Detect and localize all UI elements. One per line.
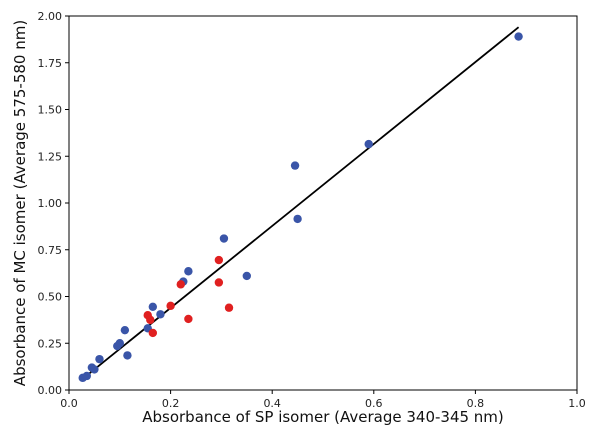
data-point-blue	[364, 139, 373, 149]
y-tick-label: 1.25	[38, 150, 63, 163]
x-tick-label: 0.4	[263, 397, 281, 410]
data-point-blue	[156, 310, 165, 319]
y-tick-label: 1.75	[38, 57, 63, 70]
data-point-red	[148, 328, 158, 338]
data-point-red	[176, 280, 185, 289]
y-axis-label: Absorbance of MC isomer (Average 575-580…	[11, 20, 29, 386]
x-tick-label: 0.2	[162, 397, 180, 410]
plot-frame	[68, 15, 578, 391]
data-point-red	[214, 278, 224, 287]
data-point-blue	[115, 339, 125, 348]
data-point-blue	[514, 32, 523, 41]
data-point-blue	[290, 161, 300, 170]
y-tick-label: 0.25	[38, 337, 63, 350]
x-tick-label: 1.0	[568, 397, 586, 410]
x-tick-label: 0.0	[60, 397, 78, 410]
y-tick-label: 0.50	[38, 291, 63, 304]
data-point-blue	[82, 371, 91, 381]
data-point-red	[146, 315, 155, 325]
data-point-blue	[184, 267, 193, 276]
data-point-blue	[148, 302, 158, 311]
data-point-red	[214, 255, 224, 265]
x-tick-label: 0.6	[365, 397, 383, 410]
x-axis-label: Absorbance of SP isomer (Average 340-345…	[142, 408, 504, 426]
data-point-blue	[120, 325, 130, 335]
data-point-blue	[90, 365, 99, 374]
data-point-red	[184, 314, 193, 324]
y-tick-label: 0.75	[38, 244, 63, 257]
data-point-blue	[219, 234, 229, 243]
data-point-blue	[242, 271, 251, 281]
data-point-red	[166, 301, 175, 311]
x-tick-label: 0.8	[467, 397, 485, 410]
fit-line	[82, 26, 520, 380]
y-tick-label: 1.00	[38, 197, 63, 210]
y-tick-label: 2.00	[38, 10, 63, 23]
data-point-blue	[123, 351, 132, 360]
data-point-red	[224, 303, 234, 312]
y-tick-label: 1.50	[38, 104, 63, 117]
data-point-blue	[293, 214, 302, 224]
data-point-blue	[95, 354, 104, 364]
y-tick-label: 0.00	[38, 384, 63, 397]
